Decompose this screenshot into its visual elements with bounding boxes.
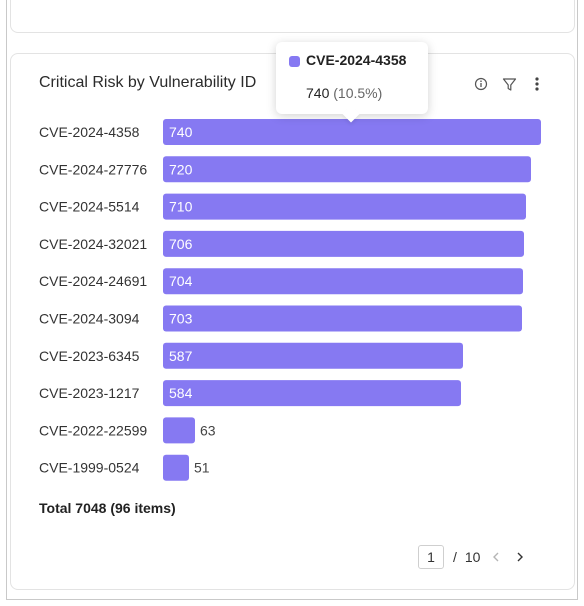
total-pages: 10 xyxy=(464,549,481,565)
bar-tooltip: CVE-2024-4358 740 (10.5%) xyxy=(276,42,428,123)
bar[interactable] xyxy=(163,380,461,407)
bar[interactable] xyxy=(163,156,531,183)
y-axis-label: CVE-2022-22599 xyxy=(39,422,147,438)
tooltip-series-swatch xyxy=(289,56,300,67)
tooltip-category: CVE-2024-4358 xyxy=(306,52,407,68)
bar[interactable] xyxy=(163,342,463,369)
y-axis-label: CVE-2024-32021 xyxy=(39,236,147,252)
y-axis-label: CVE-2024-4358 xyxy=(39,124,140,140)
bar[interactable] xyxy=(163,268,523,295)
next-page-chevron-right-icon[interactable] xyxy=(512,549,528,565)
bar-value-label: 704 xyxy=(169,273,193,289)
y-axis-label: CVE-1999-0524 xyxy=(39,460,140,476)
total-summary: Total 7048 (96 items) xyxy=(39,500,176,516)
info-icon[interactable] xyxy=(472,75,490,93)
bar[interactable] xyxy=(163,454,189,481)
tooltip-value-line: 740 (10.5%) xyxy=(306,85,382,101)
chart-title: Critical Risk by Vulnerability ID xyxy=(39,74,257,91)
y-axis-label: CVE-2023-6345 xyxy=(39,348,140,364)
card-toolbar xyxy=(472,75,546,93)
bar-value-label: 720 xyxy=(169,161,193,177)
tooltip-value: 740 xyxy=(306,85,330,101)
y-axis-label: CVE-2023-1217 xyxy=(39,385,140,401)
bar-value-label: 584 xyxy=(169,385,193,401)
bar-value-label: 703 xyxy=(169,311,193,327)
y-axis-label: CVE-2024-27776 xyxy=(39,161,147,177)
y-axis-label: CVE-2024-5514 xyxy=(39,199,140,215)
bar[interactable] xyxy=(163,193,526,220)
current-page-input[interactable]: 1 xyxy=(418,545,444,569)
pagination: 1 / 10 xyxy=(418,545,528,569)
y-axis-label: CVE-2024-3094 xyxy=(39,311,140,327)
bar-value-label: 706 xyxy=(169,236,193,252)
bar[interactable] xyxy=(163,119,541,145)
tooltip-percent: (10.5%) xyxy=(333,85,383,101)
more-vertical-icon[interactable] xyxy=(528,75,546,93)
bar-value-label: 710 xyxy=(169,199,193,215)
page-separator: / xyxy=(453,549,457,565)
bar[interactable] xyxy=(163,230,524,257)
bar[interactable] xyxy=(163,305,522,332)
bar-value-label: 587 xyxy=(169,348,193,364)
bar[interactable] xyxy=(163,417,195,444)
bar-value-label: 63 xyxy=(200,422,216,438)
y-axis-label: CVE-2024-24691 xyxy=(39,273,147,289)
bar-value-label: 51 xyxy=(194,460,210,476)
prev-page-chevron-left-icon[interactable] xyxy=(488,549,504,565)
filter-icon[interactable] xyxy=(500,75,518,93)
bar-value-label: 740 xyxy=(169,124,193,140)
previous-card-bottom xyxy=(10,0,575,33)
